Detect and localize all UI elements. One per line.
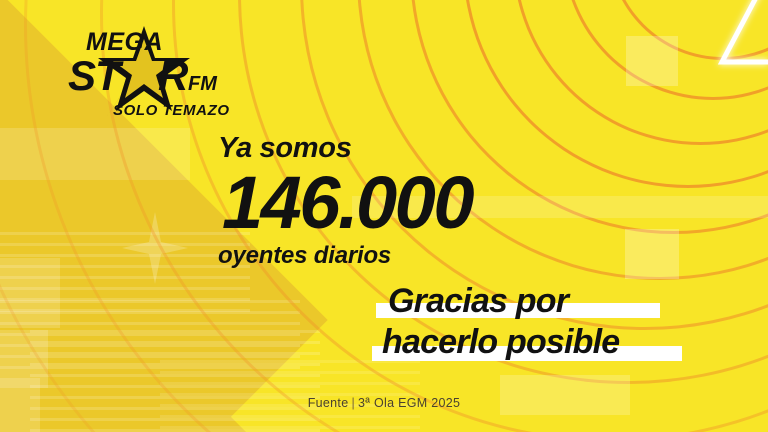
listener-figure-unit: oyentes diarios [218, 242, 392, 269]
logo-word-fm: FM [188, 73, 218, 95]
listener-figure: 146.000 [222, 161, 475, 244]
light-square-midright [625, 229, 679, 279]
source-separator: | [351, 396, 356, 410]
thanks-line-1-text: Gracias por [388, 282, 569, 320]
arc-ring-3 [513, 0, 768, 145]
logo-word-mega: MEGA [86, 28, 163, 56]
glow-chevron-icon [717, 0, 768, 65]
thanks-line-1: Gracias por [376, 282, 660, 322]
highlight-bar-1 [376, 303, 660, 318]
arc-ring-1 [608, 0, 768, 60]
source-label: Fuente [307, 396, 349, 410]
arc-ring-2 [563, 0, 768, 100]
logo-word-st: ST [68, 52, 124, 99]
thanks-line-2: hacerlo posible [372, 323, 682, 365]
sparkle-icon [122, 212, 188, 284]
source-credit: Fuente | 3ª Ola EGM 2025 [0, 396, 768, 410]
arc-ring-4 [463, 0, 768, 188]
light-square-left-mid [0, 258, 60, 328]
megastarfm-logo: MEGA ST R FM SOLO TEMAZOS [40, 14, 240, 119]
source-value: 3ª Ola EGM 2025 [358, 396, 461, 410]
thanks-line-2-text: hacerlo posible [382, 323, 620, 361]
logo-word-r: R [158, 52, 189, 99]
light-square-topright [626, 36, 678, 86]
kicker-text: Ya somos [218, 132, 352, 164]
stripe-band-lower [30, 330, 320, 432]
highlight-bar-2 [372, 346, 682, 361]
logo-tagline: SOLO TEMAZOS [113, 102, 230, 119]
light-square-left-bottom [0, 330, 48, 388]
stripe-band-mid [0, 300, 300, 370]
stripe-band-upper [0, 232, 250, 312]
light-square-left-top [0, 128, 190, 180]
